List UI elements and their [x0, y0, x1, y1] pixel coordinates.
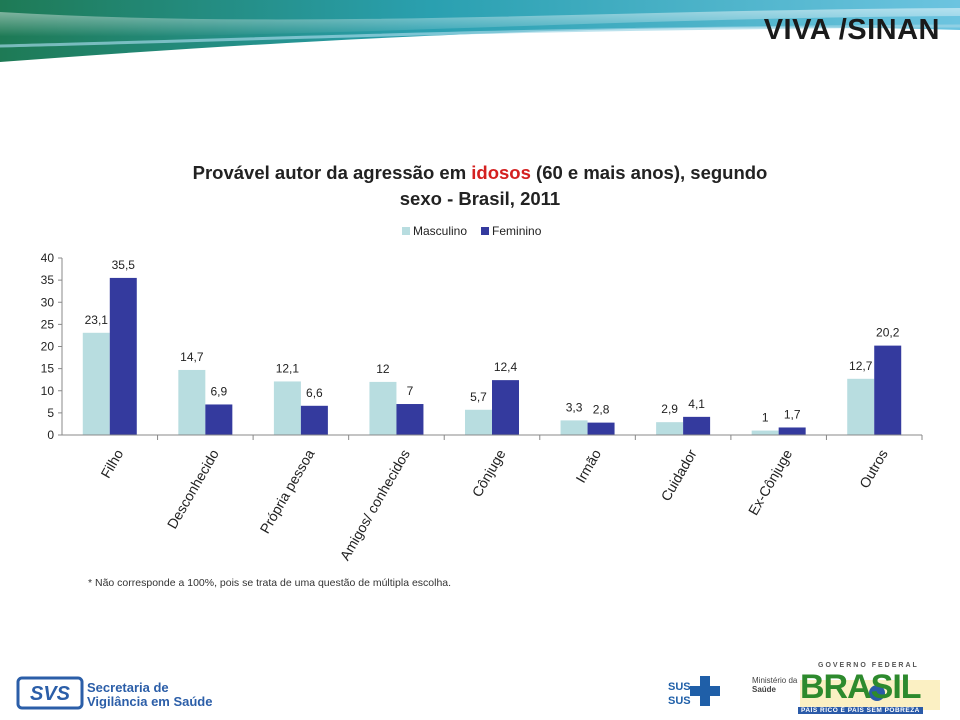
bar-feminino — [778, 427, 806, 435]
x-tick-label: Cuidador — [657, 446, 699, 503]
title-highlight: idosos — [471, 162, 531, 183]
ministerio-line1: Ministério da — [752, 676, 798, 685]
data-label-feminino: 35,5 — [112, 258, 136, 272]
data-label-feminino: 1,7 — [784, 407, 801, 421]
svs-name: Secretaria de Vigilância em Saúde — [87, 681, 212, 709]
bar-feminino — [109, 277, 137, 435]
data-label-feminino: 4,1 — [688, 397, 705, 411]
chart-legend: Masculino Feminino — [402, 224, 541, 238]
bar-masculino — [273, 381, 301, 435]
x-tick-label: Irmão — [572, 446, 604, 485]
data-label-masculino: 23,1 — [85, 313, 109, 327]
bar-feminino — [396, 404, 424, 435]
bar-feminino — [205, 404, 233, 435]
legend-item-masculino: Masculino — [402, 224, 467, 238]
brasil-logo-text: BRASIL — [800, 668, 922, 706]
x-tick-label: Ex-Cônjuge — [745, 446, 796, 518]
y-tick-label: 15 — [41, 362, 55, 376]
svg-text:SVS: SVS — [30, 683, 71, 705]
data-label-masculino: 12,7 — [849, 359, 873, 373]
data-label-feminino: 12,4 — [494, 360, 518, 374]
data-label-feminino: 20,2 — [876, 326, 900, 340]
legend-label-feminino: Feminino — [492, 224, 542, 238]
data-label-masculino: 12,1 — [276, 361, 300, 375]
x-tick-label: Cônjuge — [469, 446, 509, 499]
bar-masculino — [560, 420, 588, 435]
x-tick-label: Amigos/ conhecidos — [337, 447, 414, 564]
brand-label: VIVA /SINAN — [763, 14, 940, 46]
x-tick-label: Própria pessoa — [257, 446, 318, 536]
bar-masculino — [369, 381, 397, 435]
bar-feminino — [492, 380, 519, 435]
y-tick-label: 40 — [41, 251, 55, 265]
footer-logos: SVS SUS SUS — [16, 674, 940, 710]
bar-masculino — [751, 430, 779, 435]
brasil-slogan: PAÍS RICO É PAÍS SEM POBREZA — [798, 707, 923, 714]
svs-logo-icon: SVS — [16, 676, 84, 710]
ministerio-saude-label: Ministério da Saúde — [752, 676, 797, 694]
ministerio-line2: Saúde — [752, 685, 777, 694]
data-label-feminino: 7 — [407, 384, 414, 398]
data-label-feminino: 6,9 — [210, 384, 227, 398]
bar-feminino — [300, 405, 328, 435]
data-label-feminino: 2,8 — [593, 403, 610, 417]
bar-feminino — [683, 416, 711, 435]
x-tick-label: Outros — [856, 447, 891, 491]
y-tick-label: 10 — [41, 384, 55, 398]
bar-feminino — [587, 422, 615, 435]
x-tick-label: Filho — [97, 446, 126, 480]
y-tick-label: 0 — [47, 428, 54, 442]
y-tick-label: 5 — [47, 406, 54, 420]
governo-federal-label: GOVERNO FEDERAL — [818, 662, 919, 669]
data-label-masculino: 3,3 — [566, 400, 583, 414]
sus-label-1: SUS — [668, 681, 691, 693]
y-tick-label: 20 — [41, 340, 55, 354]
data-label-masculino: 12 — [376, 362, 390, 376]
title-line2: sexo - Brasil, 2011 — [399, 188, 561, 209]
bar-masculino — [465, 409, 492, 435]
header-banner — [0, 0, 960, 62]
svs-line2: Vigilância em Saúde — [87, 694, 213, 709]
data-label-masculino: 5,7 — [470, 390, 487, 404]
bar-masculino — [82, 332, 110, 435]
data-label-feminino: 6,6 — [306, 386, 323, 400]
sus-logo-icon: SUS SUS — [655, 674, 720, 710]
bar-masculino — [847, 378, 875, 435]
legend-label-masculino: Masculino — [413, 224, 468, 238]
chart-title: Provável autor da agressão em idosos (60… — [60, 160, 900, 212]
y-tick-label: 35 — [41, 273, 55, 287]
data-label-masculino: 2,9 — [661, 402, 678, 416]
brazil-flag-icon — [800, 680, 940, 710]
bar-feminino — [874, 345, 902, 435]
y-tick-label: 30 — [41, 295, 55, 309]
title-part2: (60 e mais anos), segundo — [530, 162, 768, 183]
data-label-masculino: 14,7 — [180, 350, 204, 364]
bar-masculino — [178, 369, 206, 435]
x-tick-label: Desconhecido — [164, 446, 222, 531]
sus-label-2: SUS — [668, 695, 691, 707]
y-tick-label: 25 — [41, 317, 55, 331]
legend-swatch-masculino — [402, 227, 410, 235]
svs-line1: Secretaria de — [87, 680, 169, 695]
legend-swatch-feminino — [481, 227, 490, 235]
title-part1: Provável autor da agressão em — [192, 162, 472, 183]
bar-masculino — [656, 422, 684, 435]
footnote: * Não corresponde a 100%, pois se trata … — [88, 577, 452, 589]
legend-item-feminino: Feminino — [481, 224, 541, 238]
data-label-masculino: 1 — [762, 411, 769, 425]
